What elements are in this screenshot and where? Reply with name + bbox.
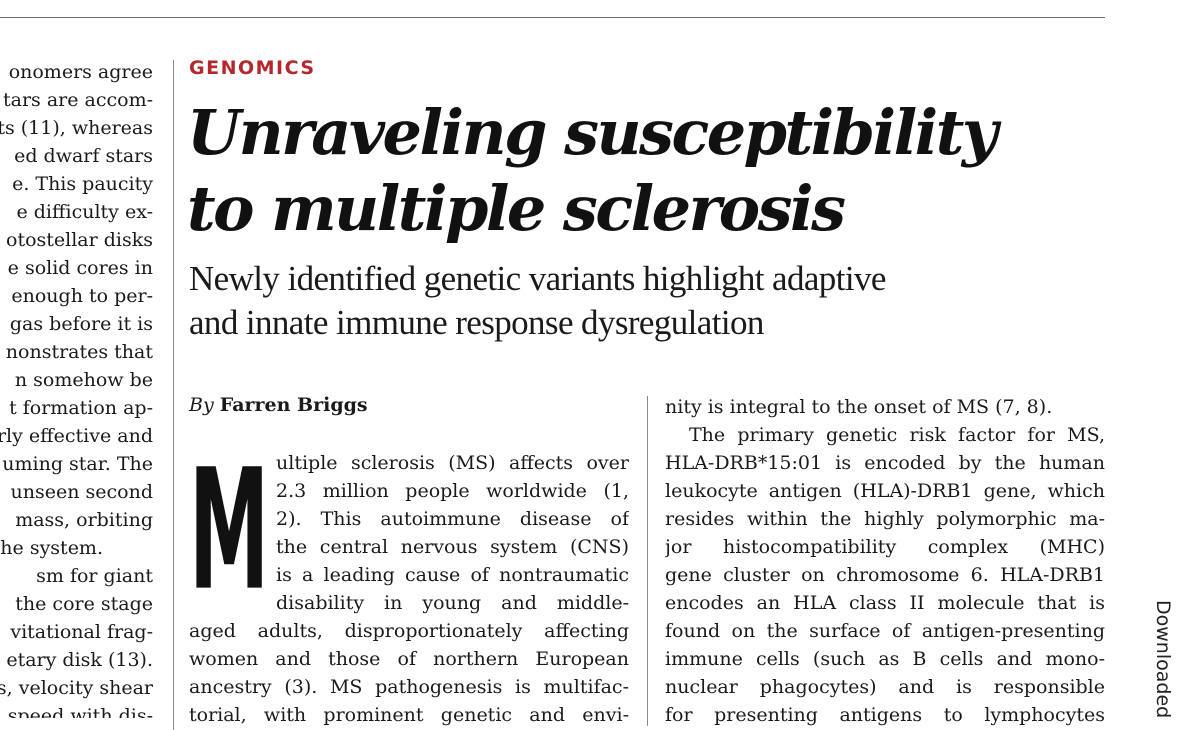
left-column-line: the core stage [15,593,153,615]
left-column-line: etary disk (13). [6,649,153,671]
body-line: 2.3 million people worldwide (1, [276,480,629,502]
body-line: for presenting antigens to lymphocytes [665,704,1105,726]
body-line: nuclear phagocytes) and is responsible [665,676,1105,698]
subtitle-line: and innate immune response dysregulation [189,303,764,342]
left-column-line: tars are accom- [2,89,153,111]
section-label: GENOMICS [189,57,316,79]
left-column-line: ts (11), whereas [0,117,153,139]
title-line: to multiple sclerosis [187,172,846,245]
body-line: the central nervous system (CNS) [276,536,629,558]
title-line: Unraveling susceptibility [187,96,998,169]
body-line: encodes an HLA class II molecule that is [665,592,1105,614]
left-column-line: speed with dis- [7,705,153,718]
body-line: ancestry (3). MS pathogenesis is multifa… [189,676,629,698]
body-line: resides within the highly polymorphic ma… [665,508,1105,530]
subtitle-line: Newly identified genetic variants highli… [189,259,886,298]
body-line: 2). This autoimmune disease of [276,508,629,530]
body-line: is a leading cause of nontraumatic [276,564,629,586]
left-column-line: gas before it is [9,313,153,335]
byline: By Farren Briggs [189,394,368,416]
body-line: HLA-DRB*15:01 is encoded by the human [665,452,1105,474]
left-column-line: enough to per- [11,285,153,307]
left-column-line: e solid cores in [7,257,153,279]
body-line: immune cells (such as B cells and mono- [665,648,1105,670]
left-column-line: ed dwarf stars [14,145,153,167]
column-divider-middle [647,396,648,726]
left-column-line: s, velocity shear [0,677,153,699]
body-line: gene cluster on chromosome 6. HLA-DRB1 [665,564,1105,586]
left-column-line: unseen second [10,481,153,503]
left-column-line: he system. [0,537,103,559]
body-line: The primary genetic risk factor for MS, [689,424,1105,446]
left-column-line: rly effective and [0,425,153,447]
downloaded-margin-label: Downloaded [1152,600,1174,719]
body-line: women and those of northern European [189,648,629,670]
left-column-line: sm for giant [36,565,153,587]
left-column-line: nonstrates that [5,341,153,363]
left-column-line: uming star. The [2,453,153,475]
body-line: aged adults, disproportionately affectin… [189,620,629,642]
body-line: nity is integral to the onset of MS (7, … [665,396,1053,418]
byline-prefix: By [189,394,214,416]
article-title: Unraveling susceptibility to multiple sc… [187,95,1087,247]
body-line: leukocyte antigen (HLA)-DRB1 gene, which [665,480,1105,502]
previous-article-column: onomers agree tars are accom- ts (11), w… [0,58,153,718]
left-column-line: mass, orbiting [15,509,153,531]
body-line: torial, with prominent genetic and envi- [189,704,629,726]
left-column-line: n somehow be [14,369,153,391]
column-divider-left [173,60,174,730]
drop-cap: M [189,433,269,628]
drop-cap-letter: M [189,432,270,628]
left-column-line: e difficulty ex- [16,201,153,223]
left-column-line: e. This paucity [12,173,153,195]
author-name: Farren Briggs [219,394,368,416]
body-line: found on the surface of antigen-presenti… [665,620,1105,642]
body-line: disability in young and middle- [276,592,629,614]
body-line: ultiple sclerosis (MS) affects over [276,452,629,474]
left-column-line: onomers agree [8,61,153,83]
body-line: jor histocompatibility complex (MHC) [665,536,1105,558]
left-column-line: vitational frag- [10,621,153,643]
left-column-line: otostellar disks [6,229,153,251]
left-column-line: t formation ap- [9,397,153,419]
article-subtitle: Newly identified genetic variants highli… [189,257,1089,345]
top-rule [0,17,1105,18]
